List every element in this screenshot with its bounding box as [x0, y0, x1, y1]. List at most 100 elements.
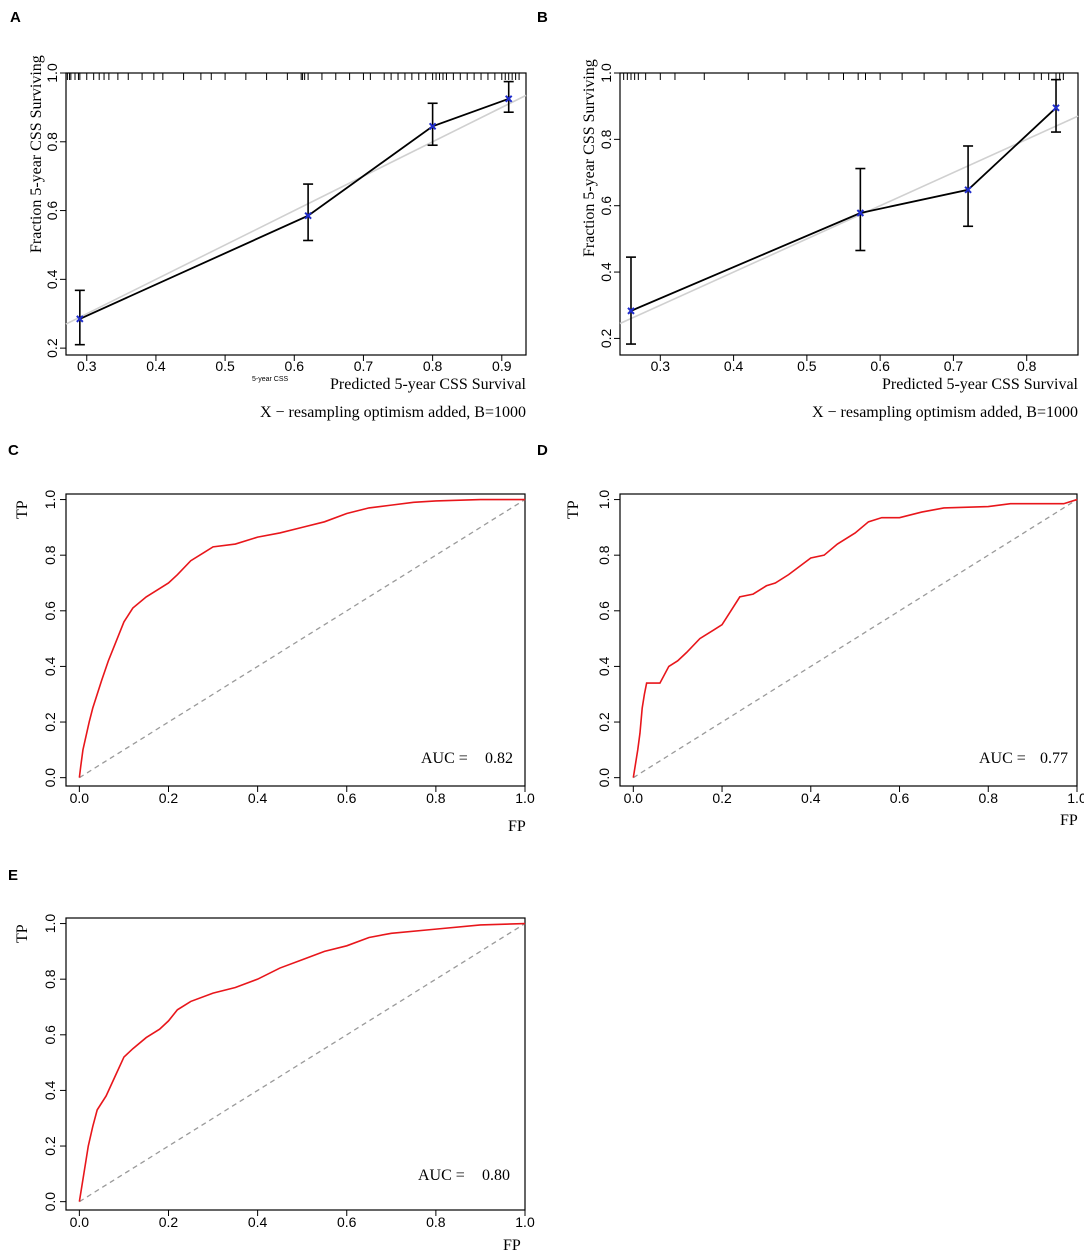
y-tick-label: 1.0 — [598, 63, 614, 83]
y-tick-label: 0.8 — [42, 969, 58, 989]
y-axis-title: Fraction 5-year CSS Surviving — [28, 55, 45, 253]
y-tick-label: 0.6 — [42, 1025, 58, 1045]
x-tick-label: 0.4 — [248, 1214, 268, 1230]
auc-value: 0.77 — [1040, 750, 1068, 767]
x-tick-label: 0.4 — [146, 358, 166, 374]
y-tick-label: 0.2 — [42, 1136, 58, 1156]
x-tick-label: 0.6 — [870, 358, 890, 374]
y-tick-label: 0.2 — [44, 338, 60, 358]
y-tick-label: 1.0 — [596, 490, 612, 510]
auc-value: 0.82 — [485, 750, 513, 767]
observed-line — [630, 107, 1057, 312]
data-point — [627, 307, 635, 315]
auc-label: AUC = — [418, 1167, 465, 1184]
panel-letter-d: D — [537, 442, 548, 459]
ideal-line — [619, 115, 1079, 325]
x-tick-label: 0.2 — [712, 790, 732, 806]
x-tick-label: 0.8 — [426, 790, 446, 806]
y-tick-label: 0.4 — [44, 269, 60, 289]
plot-area: 0.0 0.2 0.4 0.6 0.8 1.0 0.0 0.2 0.4 0.6 0.8 1.0 — [596, 490, 1084, 806]
y-tick-label: 0.6 — [598, 196, 614, 216]
roc-curve — [78, 498, 525, 778]
x-tick-label: 1.0 — [1067, 790, 1084, 806]
diagonal-reference-line — [79, 923, 526, 1203]
y-tick-label: 1.0 — [42, 914, 58, 934]
plot-area: 0.0 0.2 0.4 0.6 0.8 1.0 0.0 0.2 0.4 0.6 0.8 1.0 — [42, 490, 535, 806]
x-tick-label: 0.6 — [890, 790, 910, 806]
y-tick-label: 0.8 — [598, 129, 614, 149]
x-tick-label: 0.6 — [337, 790, 357, 806]
y-tick-label: 0.8 — [44, 132, 60, 152]
x-axis-extra-label: 5-year CSS — [252, 376, 289, 383]
panel-letter-b: B — [537, 9, 548, 26]
y-tick-label: 0.0 — [42, 768, 58, 788]
y-tick-label: 0.4 — [42, 656, 58, 676]
data-point — [428, 122, 437, 131]
y-tick-label: 0.4 — [598, 262, 614, 282]
x-tick-label: 0.0 — [70, 1214, 90, 1230]
y-tick-label: 1.0 — [42, 490, 58, 510]
plot-area: 0.0 0.2 0.4 0.6 0.8 1.0 0.0 0.2 0.4 0.6 0.8 1.0 — [42, 914, 535, 1230]
y-tick-label: 0.2 — [596, 712, 612, 732]
auc-label: AUC = — [421, 750, 468, 767]
y-tick-label: 0.0 — [596, 768, 612, 788]
x-tick-label: 0.6 — [337, 1214, 357, 1230]
y-tick-label: 0.8 — [596, 545, 612, 565]
x-tick-label: 0.5 — [797, 358, 817, 374]
x-axis-title: Predicted 5-year CSS Survival — [882, 376, 1079, 393]
data-point — [1052, 104, 1060, 112]
x-tick-label: 0.2 — [159, 1214, 179, 1230]
panel-letter-e: E — [8, 867, 18, 884]
panel-letter-a: A — [10, 9, 21, 26]
plot-frame — [619, 493, 1078, 787]
y-tick-label: 0.6 — [596, 601, 612, 621]
y-tick-label: 0.0 — [42, 1192, 58, 1212]
y-tick-label: 0.6 — [42, 601, 58, 621]
x-tick-label: 0.5 — [215, 358, 235, 374]
y-tick-label: 0.4 — [42, 1080, 58, 1100]
diagonal-reference-line — [632, 499, 1078, 779]
observed-line — [79, 97, 510, 320]
plot-area: 0.3 0.4 0.5 0.6 0.7 0.8 0.9 0.2 0.4 0.6 0.8 1.0 — [44, 63, 527, 374]
ideal-line — [65, 94, 527, 325]
x-tick-label: 0.8 — [423, 358, 443, 374]
plot-frame — [619, 72, 1079, 356]
y-axis-title: TP — [14, 500, 31, 519]
data-point — [504, 95, 513, 103]
data-point — [856, 209, 865, 217]
panel-e: E TP FP AUC = 0.80 0.0 0.2 0.4 0.6 0.8 1.00.0… — [8, 867, 535, 1254]
x-tick-label: 0.0 — [70, 790, 90, 806]
x-axis-title: Predicted 5-year CSS Survival — [330, 376, 527, 393]
panel-d: D TP FP AUC = 0.77 0.0 0.2 0.4 0.6 0.8 1.00.0… — [537, 442, 1084, 829]
x-tick-label: 0.2 — [159, 790, 179, 806]
x-tick-label: 0.7 — [354, 358, 374, 374]
x-axis-title: FP — [508, 818, 526, 835]
y-tick-label: 0.4 — [596, 656, 612, 676]
y-axis-title: TP — [565, 500, 582, 519]
x-tick-label: 0.8 — [1017, 358, 1037, 374]
x-tick-label: 1.0 — [515, 790, 535, 806]
y-tick-label: 0.2 — [42, 712, 58, 732]
panel-a: A Fraction 5-year CSS Surviving 5-year C… — [10, 9, 527, 421]
subtitle: X − resampling optimism added, B=1000 — [812, 404, 1078, 421]
auc-label: AUC = — [979, 750, 1026, 767]
panel-c: C TP FP AUC = 0.82 0.0 0.2 0.4 0.6 0.8 1.0 0.0… — [8, 442, 535, 835]
y-tick-label: 0.6 — [44, 201, 60, 221]
x-tick-label: 0.6 — [285, 358, 305, 374]
plot-area: 0.3 0.4 0.5 0.6 0.7 0.8 0.2 0.4 0.6 0.8 1.0 — [598, 63, 1079, 374]
y-axis-title: Fraction 5-year CSS Surviving — [581, 59, 598, 257]
x-tick-label: 0.7 — [944, 358, 964, 374]
data-point — [76, 315, 84, 323]
x-tick-label: 0.0 — [624, 790, 644, 806]
y-axis-title: TP — [14, 924, 31, 943]
plot-frame — [65, 72, 527, 356]
panel-letter-c: C — [8, 442, 19, 459]
subtitle: X − resampling optimism added, B=1000 — [260, 404, 526, 421]
plot-frame — [65, 493, 526, 787]
x-axis-title: FP — [503, 1237, 521, 1254]
roc-curve — [78, 922, 526, 1202]
y-tick-label: 0.8 — [42, 545, 58, 565]
y-tick-label: 0.2 — [598, 328, 614, 348]
panel-b: B Fraction 5-year CSS Surviving Predicte… — [537, 9, 1079, 421]
